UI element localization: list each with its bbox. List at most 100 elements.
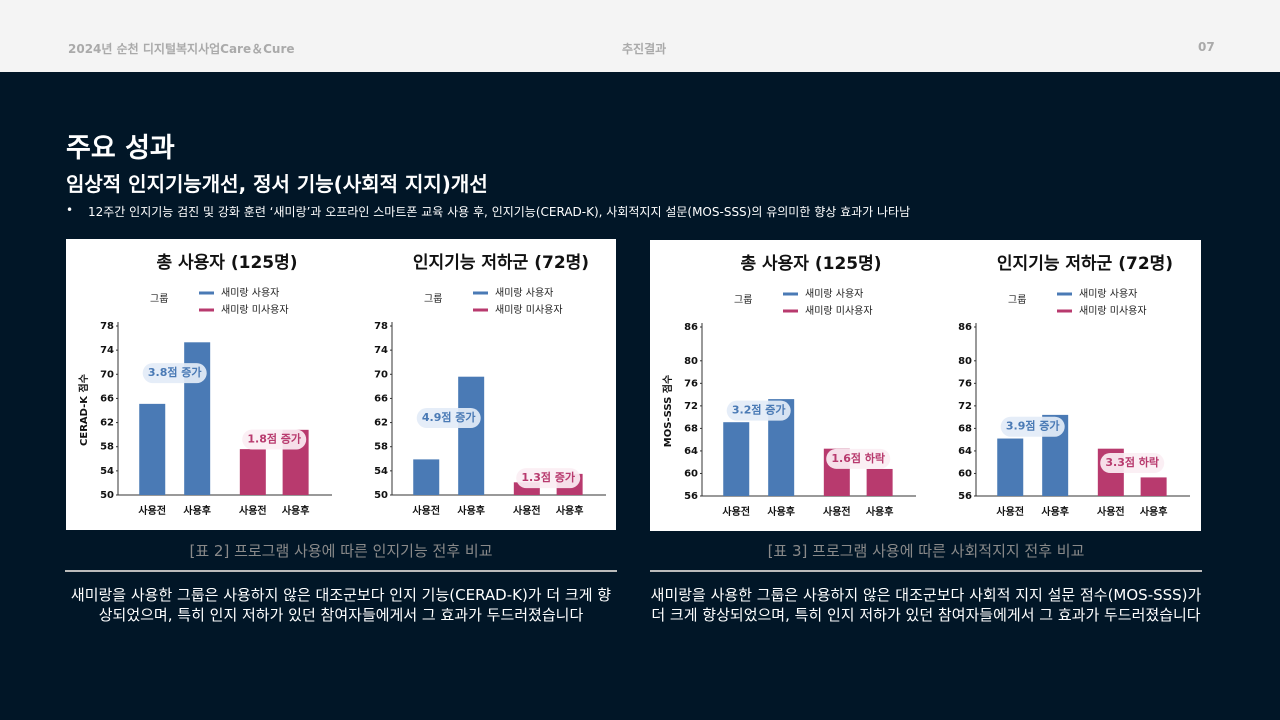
x-tick-label: 사용후 [556, 504, 584, 517]
annotation: 3.3점 하락 [1105, 455, 1159, 469]
x-tick-label: 사용후 [767, 505, 795, 518]
bullet-dot: • [66, 203, 74, 217]
header-left: 2024년 순천 디지털복지사업Care＆Cure [68, 42, 295, 56]
legend-label: 새미랑 미사용자 [221, 304, 289, 316]
divider [650, 570, 1202, 572]
x-tick-label: 사용후 [282, 504, 310, 517]
y-tick-label: 86 [684, 322, 698, 333]
legend-label: 새미랑 미사용자 [1079, 305, 1147, 317]
y-tick-label: 54 [100, 466, 114, 477]
legend-title: 그룹 [424, 293, 442, 305]
y-tick-label: 78 [100, 321, 114, 332]
y-tick-label: 78 [374, 321, 388, 332]
header-center: 추진결과 [622, 42, 667, 56]
description: 새미랑을 사용한 그룹은 사용하지 않은 대조군보다 사회적 지지 설문 점수(… [650, 586, 1202, 624]
y-tick-label: 64 [958, 446, 972, 457]
bar [866, 468, 893, 496]
annotation: 4.9점 증가 [422, 410, 476, 424]
y-tick-label: 66 [374, 393, 388, 404]
legend-label: 새미랑 사용자 [221, 287, 279, 299]
x-tick-label: 사용전 [996, 505, 1024, 518]
legend-title: 그룹 [150, 293, 168, 305]
annotation: 1.3점 증가 [521, 470, 575, 484]
legend-label: 새미랑 사용자 [1079, 288, 1137, 300]
y-tick-label: 50 [100, 490, 114, 501]
title: 주요 성과 [66, 133, 175, 164]
annotation-bg [826, 448, 891, 469]
y-tick-label: 66 [100, 393, 114, 404]
y-tick-label: 72 [958, 401, 972, 412]
x-tick-label: 사용후 [866, 505, 894, 518]
legend-title: 그룹 [734, 294, 752, 306]
y-tick-label: 70 [374, 369, 388, 380]
bar [413, 459, 440, 495]
y-tick-label: 76 [958, 378, 972, 389]
x-tick-label: 사용후 [1140, 505, 1168, 518]
y-tick-label: 60 [958, 468, 972, 479]
bar [997, 438, 1024, 496]
y-tick-label: 62 [100, 418, 114, 429]
chart-title: 인지기능 저하군 (72명) [413, 253, 589, 273]
annotation-bg [1100, 453, 1165, 474]
y-tick-label: 70 [100, 369, 114, 380]
y-tick-label: 50 [374, 490, 388, 501]
x-tick-label: 사용전 [138, 504, 166, 517]
subtitle: 임상적 인지기능개선, 정서 기능(사회적 지지)개선 [66, 172, 488, 196]
header: 2024년 순천 디지털복지사업Care＆Cure 추진결과 07 [0, 0, 1280, 72]
legend-label: 새미랑 사용자 [495, 287, 553, 299]
chart-title: 총 사용자 (125명) [156, 253, 297, 273]
annotation-bg [516, 468, 581, 489]
x-tick-label: 사용전 [823, 505, 851, 518]
y-tick-label: 54 [374, 466, 388, 477]
caption: [표 2] 프로그램 사용에 따른 인지기능 전후 비교 [189, 542, 493, 560]
y-tick-label: 68 [958, 423, 972, 434]
bar [458, 376, 485, 495]
y-tick-label: 86 [958, 322, 972, 333]
annotation-bg [416, 408, 481, 429]
bar [723, 422, 750, 496]
bar [239, 449, 266, 495]
y-tick-label: 80 [958, 356, 972, 367]
bar [139, 403, 166, 495]
y-tick-label: 74 [100, 345, 114, 356]
annotation: 3.2점 증가 [732, 403, 786, 417]
y-tick-label: 62 [374, 418, 388, 429]
y-tick-label: 56 [958, 491, 972, 502]
x-tick-label: 사용전 [412, 504, 440, 517]
annotation: 3.9점 증가 [1006, 419, 1060, 433]
y-tick-label: 72 [684, 401, 698, 412]
y-tick-label: 64 [684, 446, 698, 457]
annotation: 3.8점 증가 [148, 365, 202, 379]
annotation: 1.6점 하락 [831, 451, 885, 465]
description: 새미랑을 사용한 그룹은 사용하지 않은 대조군보다 인지 기능(CERAD-K… [70, 586, 612, 624]
caption: [표 3] 프로그램 사용에 따른 사회적지지 전후 비교 [767, 542, 1085, 560]
x-tick-label: 사용후 [1041, 505, 1069, 518]
annotation-bg [242, 429, 307, 450]
bar [1140, 477, 1167, 496]
y-axis-label: CERAD-K 점수 [78, 374, 90, 446]
x-tick-label: 사용전 [722, 505, 750, 518]
annotation-bg [726, 400, 791, 421]
chart-title: 총 사용자 (125명) [740, 254, 881, 274]
annotation-bg [142, 363, 207, 384]
y-tick-label: 80 [684, 356, 698, 367]
y-tick-label: 74 [374, 345, 388, 356]
legend-title: 그룹 [1008, 294, 1026, 306]
legend-label: 새미랑 사용자 [805, 288, 863, 300]
y-tick-label: 58 [374, 442, 388, 453]
y-tick-label: 76 [684, 378, 698, 389]
y-tick-label: 60 [684, 468, 698, 479]
annotation-bg [1000, 416, 1065, 437]
y-tick-label: 58 [100, 442, 114, 453]
legend-label: 새미랑 미사용자 [495, 304, 563, 316]
y-axis-label: MOS-SSS 점수 [662, 375, 674, 447]
y-tick-label: 68 [684, 423, 698, 434]
page-number: 07 [1198, 40, 1215, 54]
x-tick-label: 사용후 [457, 504, 485, 517]
legend-label: 새미랑 미사용자 [805, 305, 873, 317]
